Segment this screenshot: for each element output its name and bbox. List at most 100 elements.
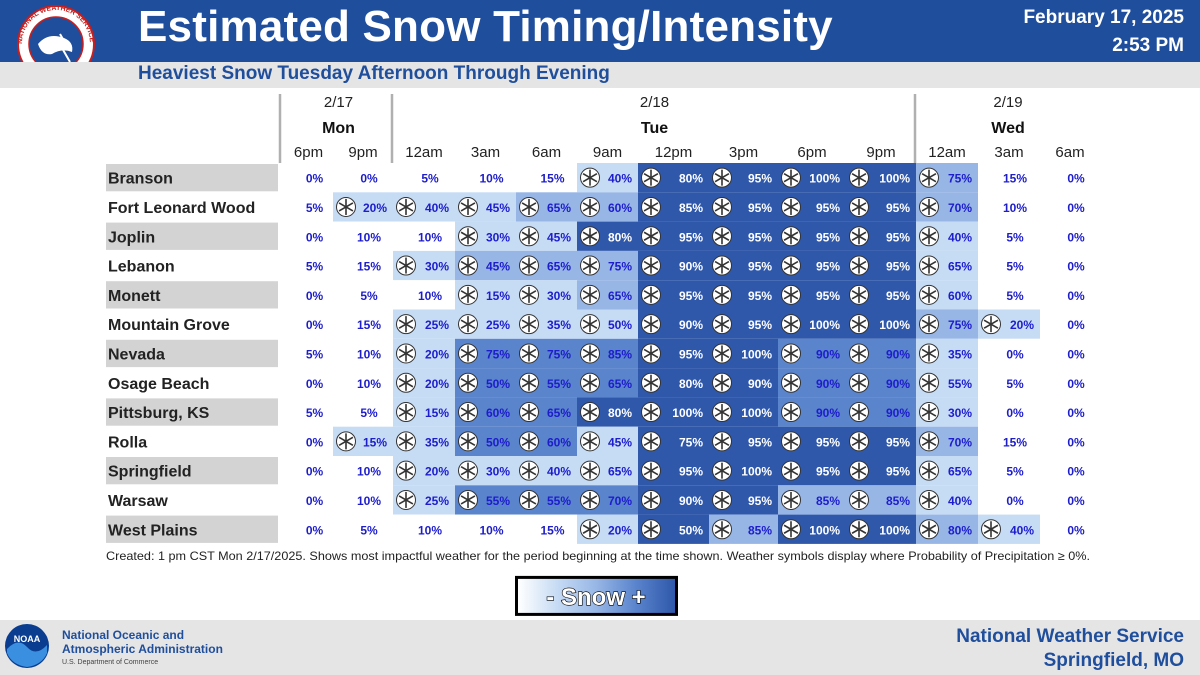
time-label: 6pm [294, 144, 323, 161]
row-label-bg [106, 164, 278, 192]
value-cell [1040, 309, 1100, 339]
value-label: 70% [948, 435, 972, 449]
value-label: 80% [679, 377, 703, 391]
location-label: Warsaw [108, 493, 168, 510]
snowflake-arm [521, 407, 537, 417]
value-label: 85% [816, 494, 840, 508]
snowflake-icon [458, 314, 478, 335]
day-date-label: 2/17 [324, 94, 353, 111]
snowflake-arm [521, 465, 537, 476]
snowflake-arm [582, 260, 598, 271]
value-cell [393, 514, 455, 544]
value-label: 5% [421, 172, 439, 186]
time-label: 9pm [866, 144, 895, 161]
snowflake-arm [851, 495, 867, 505]
snowflake-arm [783, 465, 799, 476]
snowflake-arm [714, 495, 730, 505]
value-label: 5% [306, 201, 324, 215]
value-label: 35% [547, 318, 571, 332]
time-label: 3pm [729, 144, 758, 161]
location-label: Osage Beach [108, 376, 209, 393]
value-label: 75% [486, 347, 510, 361]
snowflake-arm [521, 436, 537, 447]
value-label: 75% [547, 347, 571, 361]
snowflake-icon [519, 343, 539, 364]
value-cell [333, 250, 393, 281]
snowflake-arm [643, 524, 659, 534]
value-cell [455, 163, 516, 193]
value-label: 0% [306, 377, 324, 391]
snowflake-icon [580, 284, 600, 305]
value-label: 100% [879, 523, 910, 537]
row-label-bg [106, 486, 278, 514]
snowflake-icon [781, 196, 801, 217]
snowflake-icon [781, 431, 801, 452]
value-label: 100% [809, 523, 840, 537]
value-label: 95% [816, 289, 840, 303]
snowflake-icon [849, 489, 869, 510]
value-label: 95% [886, 201, 910, 215]
value-cell [978, 221, 1040, 251]
value-label: 30% [948, 406, 972, 420]
value-cell [284, 250, 333, 281]
page-subtitle: Heaviest Snow Tuesday Afternoon Through … [138, 63, 610, 84]
snowflake-icon [712, 372, 732, 393]
snowflake-icon [641, 167, 661, 188]
value-label: 0% [1067, 523, 1085, 537]
value-cell [978, 280, 1040, 310]
value-cell [333, 368, 393, 398]
snowflake-icon [781, 372, 801, 393]
value-label: 90% [816, 377, 840, 391]
value-cell [978, 426, 1040, 456]
snowflake-icon [641, 460, 661, 481]
snowflake-arm [582, 524, 598, 534]
value-label: 95% [816, 260, 840, 274]
location-label: Nevada [108, 346, 165, 363]
snowflake-arm [921, 290, 937, 300]
snowflake-arm [582, 378, 598, 388]
snowflake-icon [781, 519, 801, 540]
value-cell [455, 514, 516, 544]
value-label: 10% [1003, 201, 1027, 215]
value-cell [1040, 338, 1100, 369]
value-label: 55% [486, 494, 510, 508]
value-label: 95% [748, 435, 772, 449]
value-label: 100% [741, 465, 772, 479]
subtitle-bar [0, 62, 1200, 88]
snowflake-arm [338, 436, 354, 447]
value-label: 15% [1003, 172, 1027, 186]
value-cell [284, 309, 333, 339]
snowflake-arm [851, 231, 867, 241]
value-label: 0% [1067, 494, 1085, 508]
snowflake-icon [849, 343, 869, 364]
snowflake-arm [714, 465, 730, 476]
value-label: 95% [816, 230, 840, 244]
value-label: 10% [357, 494, 381, 508]
snowflake-icon [849, 519, 869, 540]
snowflake-arm [521, 260, 537, 271]
value-label: 100% [741, 406, 772, 420]
value-label: 35% [425, 435, 449, 449]
issue-time: 2:53 PM [1112, 35, 1184, 56]
value-cell [978, 368, 1040, 398]
snowflake-arm [460, 407, 476, 417]
snowflake-icon [849, 372, 869, 393]
snowflake-arm [643, 172, 659, 183]
value-label: 65% [547, 260, 571, 274]
snowflake-icon [781, 314, 801, 335]
value-label: 75% [679, 435, 703, 449]
value-label: 85% [886, 494, 910, 508]
value-cell [333, 397, 393, 427]
footer-bar [0, 620, 1200, 675]
snowflake-arm [921, 465, 937, 476]
snowflake-icon [781, 284, 801, 305]
value-label: 10% [357, 347, 381, 361]
snowflake-icon [781, 343, 801, 364]
snowflake-arm [714, 231, 730, 241]
snowflake-icon [712, 431, 732, 452]
snowflake-arm [582, 348, 598, 359]
value-cell [1040, 426, 1100, 456]
snowflake-icon [919, 284, 939, 305]
value-label: 45% [547, 230, 571, 244]
value-label: 15% [486, 289, 510, 303]
